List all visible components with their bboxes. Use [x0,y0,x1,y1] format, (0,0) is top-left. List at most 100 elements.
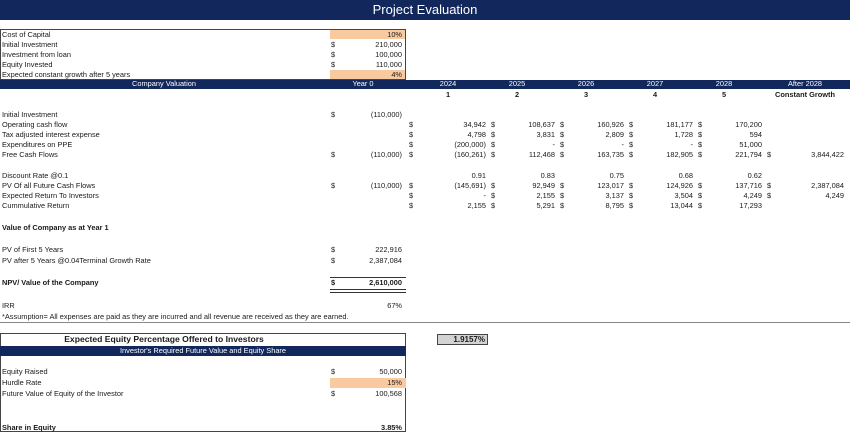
future-value-cur: $ [331,389,336,398]
cell-currency: $ [629,150,634,159]
input-highlight [330,70,405,79]
input-value: 100,000 [375,50,402,59]
row-label: Free Cash Flows [2,150,58,159]
input-currency: $ [331,50,336,59]
cell-value: 3,137 [605,191,625,200]
period-number: Constant Growth [775,90,835,99]
npv-double-underline [330,289,406,293]
cell-currency: $ [560,150,565,159]
valuation-header-bar [0,80,850,89]
hurdle-rate-highlight [330,378,406,388]
cell-currency: $ [409,140,414,149]
input-label: Cost of Capital [2,30,51,39]
npv-value: 2,610,000 [369,278,402,287]
cell-value: 4,249 [825,191,845,200]
year-header: Year 0 [352,79,374,88]
period-number: 4 [652,90,658,99]
inputs-box [0,29,406,80]
cell-currency: $ [409,120,414,129]
cell-value: - [552,140,555,149]
hurdle-rate-value[interactable]: 15% [387,378,402,387]
cell-currency: $ [629,130,634,139]
input-value: 110,000 [375,60,402,69]
cell-currency: $ [698,181,703,190]
cell-currency: $ [698,130,703,139]
cell-value: 2,155 [467,201,487,210]
row-label: Discount Rate @0.1 [2,171,69,180]
input-value: 210,000 [375,40,402,49]
input-highlight [330,30,405,39]
input-value[interactable]: 4% [391,70,402,79]
cell-currency: $ [698,191,703,200]
cell-currency: $ [560,130,565,139]
equity-title: Expected Equity Percentage Offered to In… [64,334,264,344]
pv-first-label: PV of First 5 Years [2,245,64,254]
input-label: Equity Invested [2,60,53,69]
cell-value: 0.68 [678,171,693,180]
cell-value: (200,000) [454,140,486,149]
cell-value: 2,387,084 [811,181,844,190]
cell-value: 17,293 [739,201,762,210]
input-currency: $ [331,60,336,69]
future-value-value: 100,568 [375,389,402,398]
cell-currency: $ [560,201,565,210]
cell-currency: $ [629,140,634,149]
npv-label: NPV/ Value of the Company [2,278,99,287]
period-number: 1 [445,90,451,99]
year-header: 2024 [439,79,457,88]
cell-currency: $ [491,181,496,190]
cell-currency: $ [491,201,496,210]
cell-value: - [621,140,624,149]
cell-currency: $ [560,191,565,200]
cell-currency: $ [767,150,772,159]
cell-currency: $ [409,181,414,190]
cell-currency: $ [560,140,565,149]
cell-currency: $ [409,130,414,139]
cell-currency: $ [767,191,772,200]
cell-currency: $ [409,191,414,200]
cell-value: 108,637 [528,120,555,129]
cell-value: 594 [749,130,762,139]
cell-value: 123,017 [597,181,624,190]
cell-value: 92,949 [532,181,555,190]
period-number: 2 [514,90,520,99]
cell-currency: $ [698,140,703,149]
row-label: Cummulative Return [2,201,70,210]
cell-value: (110,000) [370,181,402,190]
year-header: 2027 [646,79,664,88]
year-header: 2025 [508,79,526,88]
valuation-header-label: Company Valuation [132,79,196,88]
cell-value: 0.83 [540,171,555,180]
cell-currency: $ [767,181,772,190]
cell-currency: $ [698,150,703,159]
pv-after-label: PV after 5 Years @0.04Terminal Growth Ra… [2,256,151,265]
row-label: PV Of all Future Cash Flows [2,181,96,190]
input-currency: $ [331,40,336,49]
equity-percentage: 1.9157% [453,335,485,344]
equity-raised-value: 50,000 [379,367,402,376]
cell-currency: $ [409,150,414,159]
equity-subheader: Investor's Required Future Value and Equ… [0,346,406,356]
cell-value: (145,691) [454,181,486,190]
hurdle-rate-label: Hurdle Rate [2,378,42,387]
input-value[interactable]: 10% [387,30,402,39]
pv-first-cur: $ [331,245,336,254]
section-divider [0,322,850,323]
cell-value: 3,831 [536,130,556,139]
cell-value: (110,000) [370,150,402,159]
pv-after-value: 2,387,084 [369,256,402,265]
cell-value: 160,926 [597,120,624,129]
cell-currency: $ [491,130,496,139]
pv-after-cur: $ [331,256,336,265]
cell-value: 2,809 [605,130,625,139]
npv-top-border [330,277,406,278]
share-in-equity-value: 3.85% [381,423,402,432]
cell-value: 221,794 [735,150,762,159]
cell-value: 181,177 [666,120,693,129]
row-label: Expenditures on PPE [2,140,73,149]
irr-label: IRR [2,301,15,310]
row-label: Operating cash flow [2,120,68,129]
cell-value: (110,000) [370,110,402,119]
cell-value: (160,261) [454,150,486,159]
cell-value: 112,468 [528,150,555,159]
